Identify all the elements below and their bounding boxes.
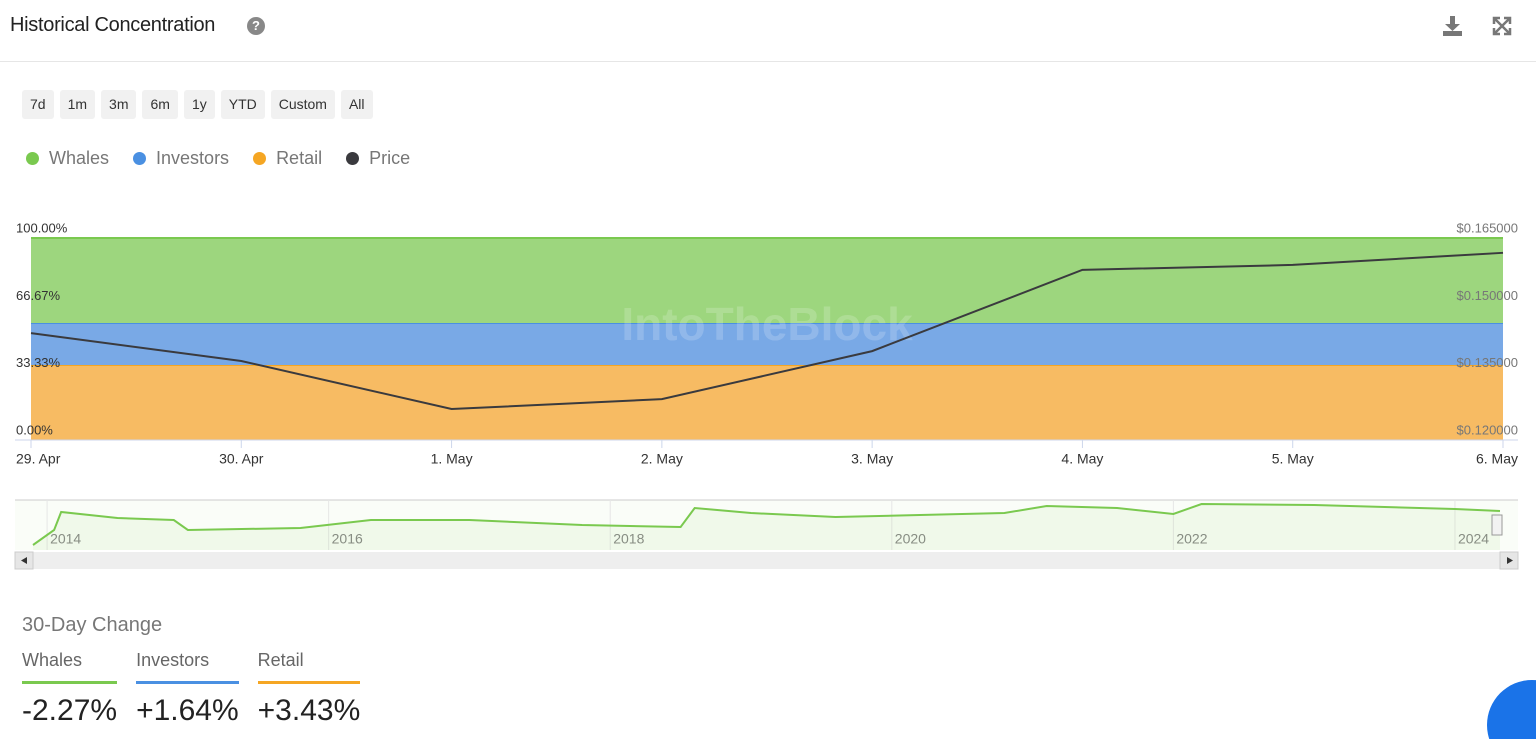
navigator-bg xyxy=(15,500,1518,550)
watermark: IntoTheBlock xyxy=(621,298,913,350)
price-line xyxy=(30,251,1504,411)
x-tick-label: 30. Apr xyxy=(219,451,264,467)
y2-tick-label: $0.150000 xyxy=(1457,288,1518,303)
navigator-tick-label: 2014 xyxy=(50,531,81,547)
legend-dot xyxy=(346,152,360,165)
x-tick-label: 4. May xyxy=(1061,451,1103,467)
range-button[interactable]: 7d xyxy=(22,90,54,119)
page-title: Historical Concentration xyxy=(10,14,216,36)
divider xyxy=(0,61,1536,62)
x-tick-label: 5. May xyxy=(1272,451,1314,467)
navigator-area xyxy=(33,504,1500,550)
area xyxy=(31,238,1503,324)
area xyxy=(31,323,1503,366)
range-button[interactable]: 3m xyxy=(101,90,137,119)
x-tick-label: 2. May xyxy=(641,451,683,467)
legend-label: Price xyxy=(369,148,411,168)
legend: Whales Investors Retail Price xyxy=(26,148,410,169)
legend-label: Whales xyxy=(49,148,110,168)
navigator-tick-label: 2016 xyxy=(332,531,363,547)
change-value: +1.64% xyxy=(136,694,239,727)
y2-tick-label: $0.120000 xyxy=(1457,422,1518,437)
range-button[interactable]: 1y xyxy=(183,90,215,119)
navigator-line xyxy=(32,502,1501,546)
range-button[interactable]: YTD xyxy=(220,90,265,119)
x-tick-label: 1. May xyxy=(431,451,473,467)
chat-button[interactable] xyxy=(1487,680,1536,739)
navigator-tick-label: 2024 xyxy=(1458,531,1489,547)
y-tick-label: 33.33% xyxy=(16,355,61,370)
range-button[interactable]: All xyxy=(340,90,373,119)
navigator-tick-label: 2022 xyxy=(1176,531,1207,547)
area xyxy=(31,365,1503,440)
change-item: Whales -2.27% xyxy=(22,650,118,728)
y-tick-label: 0.00% xyxy=(16,422,53,437)
change-item: Retail +3.43% xyxy=(257,650,361,728)
fullscreen-icon[interactable] xyxy=(1492,16,1512,36)
legend-label: Retail xyxy=(276,148,323,168)
change-title: 30-Day Change xyxy=(22,614,163,636)
legend-dot xyxy=(26,152,39,165)
legend-item[interactable]: Price xyxy=(346,148,410,169)
change-name: Whales xyxy=(22,650,118,684)
legend-item[interactable]: Retail xyxy=(253,148,322,169)
y-tick-label: 100.00% xyxy=(16,220,68,235)
legend-item[interactable]: Investors xyxy=(133,148,229,169)
scrollbar[interactable] xyxy=(14,514,1519,570)
change-name: Investors xyxy=(136,650,239,684)
legend-label: Investors xyxy=(156,148,230,168)
legend-dot xyxy=(253,152,267,165)
navigator-tick-label: 2020 xyxy=(895,531,926,547)
x-tick-label: 3. May xyxy=(851,451,893,467)
legend-dot xyxy=(133,152,147,165)
range-buttons: 7d 1m 3m 6m 1y YTD Custom All xyxy=(22,90,373,119)
x-tick-label: 29. Apr xyxy=(16,451,61,467)
x-tick-label: 6. May xyxy=(1476,451,1518,467)
change-value: -2.27% xyxy=(22,694,118,727)
change-value: +3.43% xyxy=(257,694,361,727)
navigator-tick-label: 2018 xyxy=(613,531,644,547)
range-button[interactable]: 6m xyxy=(142,90,178,119)
y-tick-label: 66.67% xyxy=(16,288,61,303)
range-button[interactable]: 1m xyxy=(59,90,96,119)
change-name: Retail xyxy=(257,650,361,684)
y2-tick-label: $0.165000 xyxy=(1457,220,1518,235)
download-icon[interactable] xyxy=(1443,16,1462,36)
help-icon[interactable]: ? xyxy=(247,17,265,35)
change-list: Whales -2.27% Investors +1.64% Retail +3.43% xyxy=(22,650,361,728)
range-button[interactable]: Custom xyxy=(270,90,335,119)
y2-tick-label: $0.135000 xyxy=(1457,355,1518,370)
legend-item[interactable]: Whales xyxy=(26,148,109,169)
change-item: Investors +1.64% xyxy=(136,650,239,728)
